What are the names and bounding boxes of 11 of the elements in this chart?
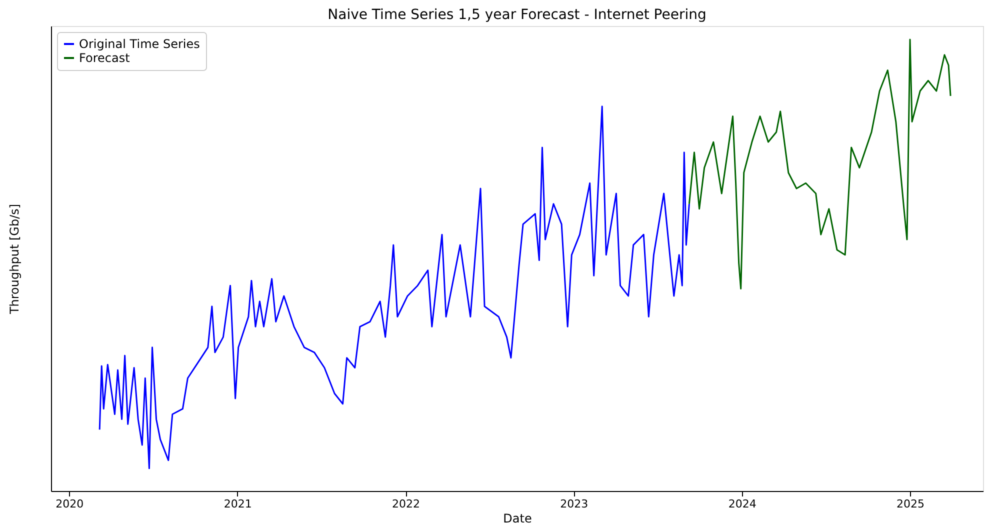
chart-title: Naive Time Series 1,5 year Forecast - Internet Peering [328, 7, 706, 23]
x-tick-label: 2020 [56, 498, 84, 510]
x-tick-label: 2025 [896, 498, 925, 510]
x-axis-title: Date [503, 512, 532, 526]
y-axis-title: Throughput [Gb/s] [8, 204, 22, 316]
legend-label: Original Time Series [79, 37, 200, 51]
x-tick-label: 2022 [392, 498, 420, 510]
x-tick-label: 2023 [560, 498, 588, 510]
x-tick-label: 2024 [728, 498, 756, 510]
x-tick-label: 2021 [224, 498, 252, 510]
legend-label: Forecast [79, 51, 130, 65]
